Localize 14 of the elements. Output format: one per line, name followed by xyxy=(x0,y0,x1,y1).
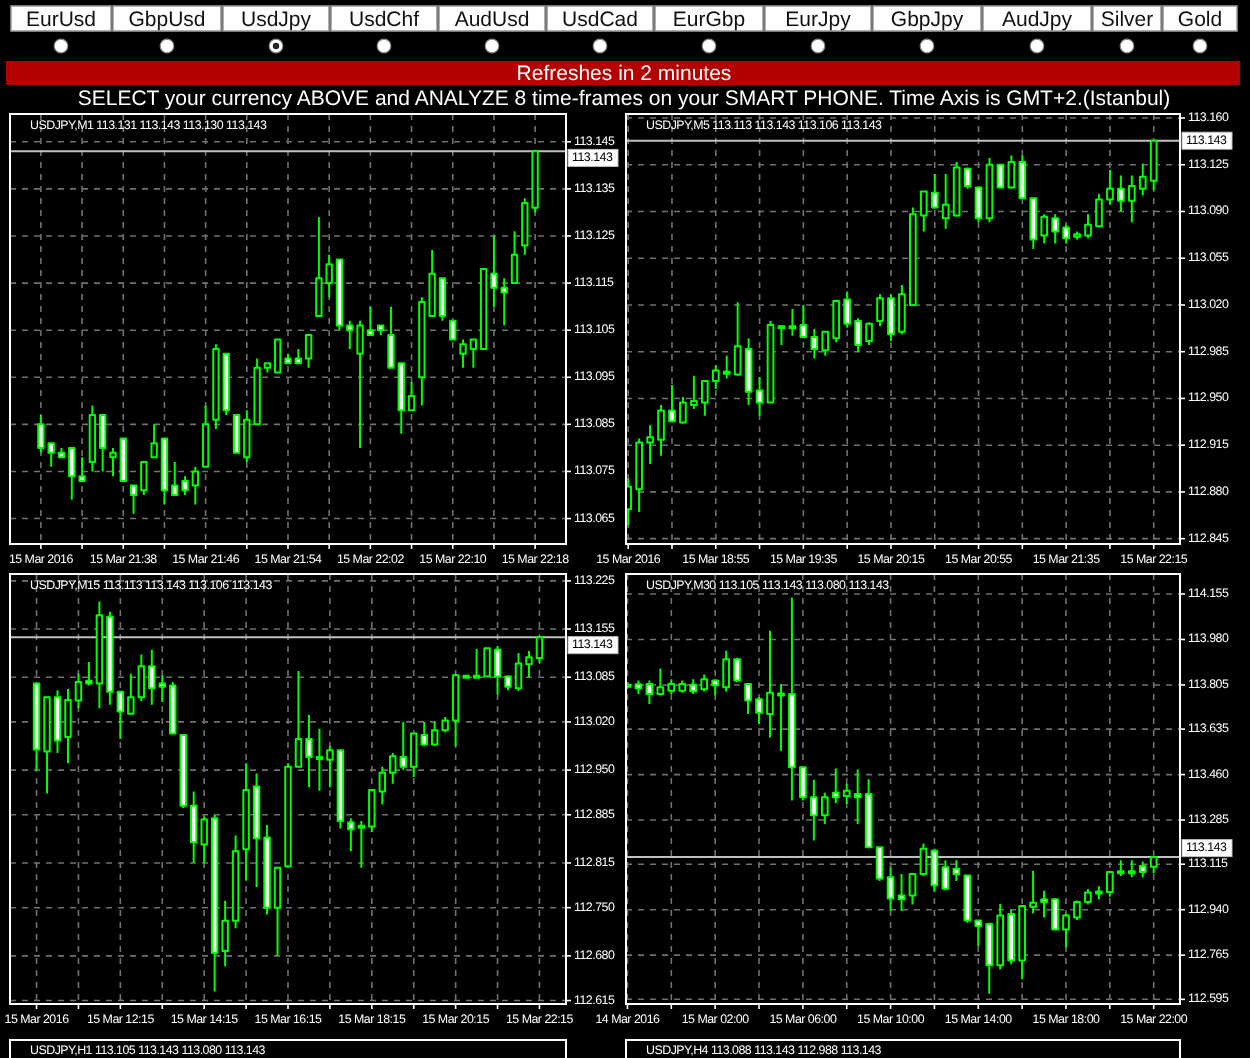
text: Silver xyxy=(1100,7,1155,32)
text: UsdJpy xyxy=(240,7,313,32)
text: AudUsd xyxy=(454,7,530,32)
text: UsdCad xyxy=(562,7,639,32)
text: GbpJpy xyxy=(890,7,965,32)
text: Refreshes in 2 minutes xyxy=(516,62,732,87)
text: EurGbp xyxy=(672,7,746,32)
text: EurUsd xyxy=(25,7,97,32)
text: GbpUsd xyxy=(128,7,206,32)
text: AudJpy xyxy=(1001,7,1074,32)
text: SELECT your currency ABOVE and ANALYZE 8 time-frames on your SMART PHONE. Time Axis is GMT+2.(Istanbul) xyxy=(77,87,1171,112)
text: Gold xyxy=(1177,7,1223,32)
text: EurJpy xyxy=(785,7,853,32)
text: UsdChf xyxy=(348,7,420,32)
